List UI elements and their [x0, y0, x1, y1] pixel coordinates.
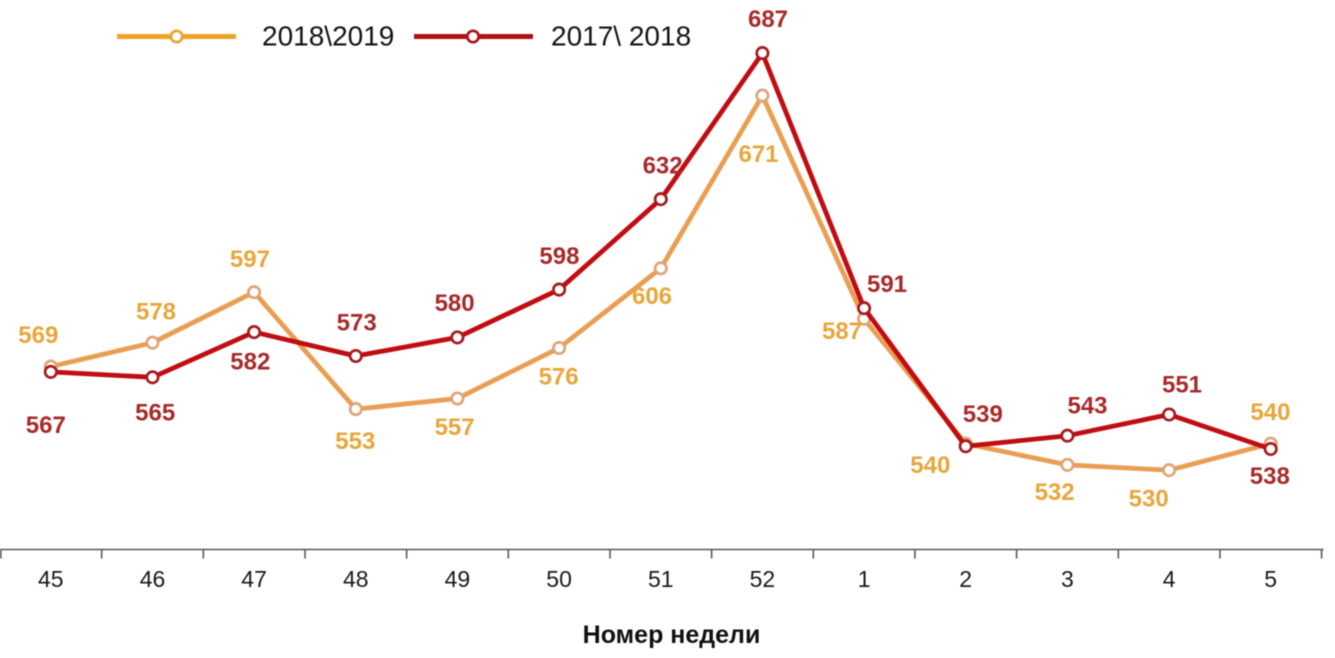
- svg-text:587: 587: [822, 318, 862, 345]
- svg-text:553: 553: [335, 428, 375, 455]
- svg-text:540: 540: [910, 452, 950, 479]
- svg-text:5: 5: [1264, 566, 1277, 592]
- svg-text:540: 540: [1250, 399, 1290, 426]
- svg-text:49: 49: [445, 566, 471, 592]
- svg-text:582: 582: [230, 349, 270, 376]
- svg-text:47: 47: [241, 566, 267, 592]
- svg-text:2: 2: [959, 566, 972, 592]
- svg-text:567: 567: [26, 412, 66, 439]
- svg-text:573: 573: [337, 309, 377, 336]
- svg-text:606: 606: [632, 283, 672, 310]
- svg-text:4: 4: [1163, 566, 1176, 592]
- svg-text:557: 557: [435, 414, 475, 441]
- svg-text:591: 591: [867, 271, 907, 298]
- svg-text:580: 580: [435, 290, 475, 317]
- svg-text:46: 46: [140, 566, 166, 592]
- svg-text:543: 543: [1067, 393, 1107, 420]
- svg-text:569: 569: [18, 322, 58, 349]
- svg-text:687: 687: [748, 6, 788, 33]
- svg-text:48: 48: [343, 566, 369, 592]
- svg-text:532: 532: [1035, 479, 1075, 506]
- svg-text:51: 51: [648, 566, 674, 592]
- svg-text:52: 52: [750, 566, 776, 592]
- svg-text:551: 551: [1162, 371, 1202, 398]
- svg-text:598: 598: [539, 243, 579, 270]
- svg-text:3: 3: [1061, 566, 1074, 592]
- svg-text:539: 539: [963, 401, 1003, 428]
- svg-text:2018\2019: 2018\2019: [262, 21, 394, 52]
- svg-text:632: 632: [643, 152, 683, 179]
- svg-text:2017\ 2018: 2017\ 2018: [551, 21, 691, 52]
- svg-text:671: 671: [738, 141, 778, 168]
- svg-text:45: 45: [38, 566, 64, 592]
- svg-text:1: 1: [858, 566, 871, 592]
- svg-text:597: 597: [230, 246, 270, 273]
- svg-text:530: 530: [1129, 486, 1169, 513]
- svg-text:Номер недели: Номер недели: [583, 621, 761, 649]
- svg-text:565: 565: [135, 399, 175, 426]
- svg-text:578: 578: [136, 299, 176, 326]
- svg-text:50: 50: [546, 566, 572, 592]
- svg-text:538: 538: [1250, 463, 1290, 490]
- svg-text:576: 576: [539, 363, 579, 390]
